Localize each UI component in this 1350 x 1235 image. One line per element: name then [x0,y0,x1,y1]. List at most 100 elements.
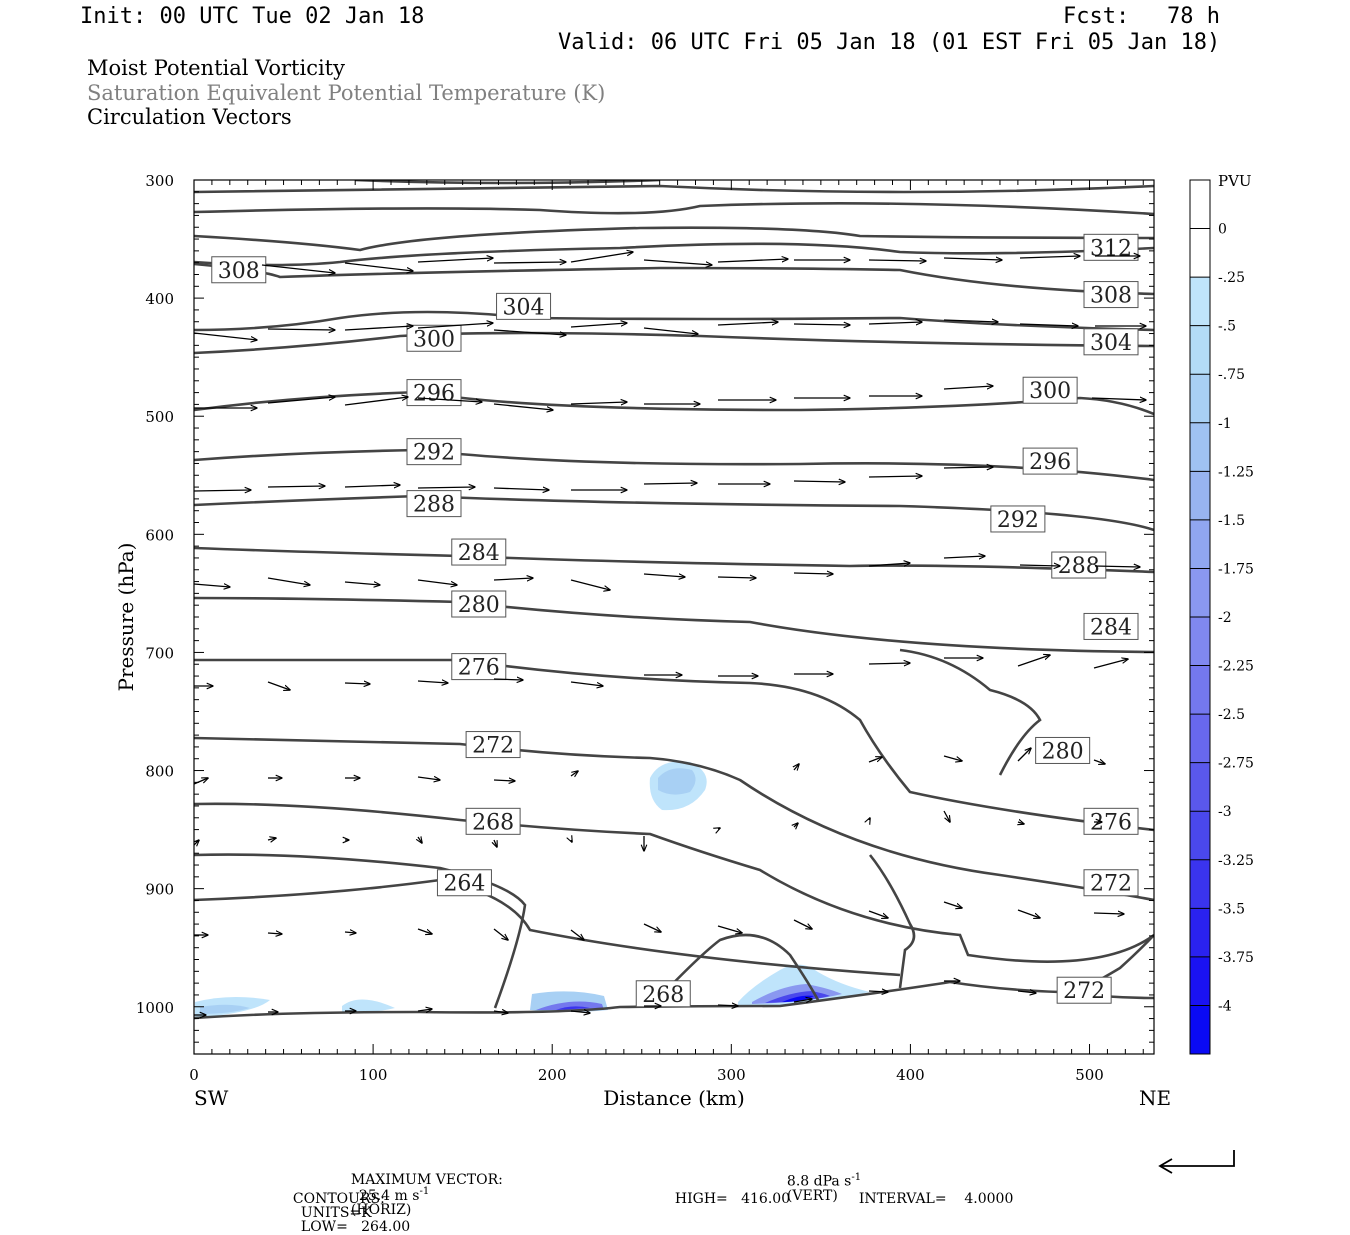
contour-label-box [406,324,462,352]
circulation-vector [417,579,457,585]
circulation-vector [494,839,497,847]
contour-label: 308 [1090,284,1132,309]
contour-label-box [1083,281,1139,309]
circulation-vector [943,320,998,322]
circulation-vector [1094,566,1140,567]
circulation-vector [570,402,627,404]
colorbar-label: -1.5 [1218,513,1245,529]
circulation-vector [1017,991,1036,993]
pv-blob-left-inner [200,1004,250,1014]
circulation-vector [868,991,888,992]
circulation-vector [194,332,257,340]
colorbar-unit: PVU [1218,172,1252,190]
circulation-vector [417,928,432,934]
circulation-vector [1093,659,1128,669]
contour-label: 268 [642,983,684,1008]
contour-label-box [406,438,462,466]
circulation-vector [943,556,985,558]
circulation-vector [717,577,756,578]
y-tick-700: 700 [145,644,174,662]
circulation-vector [344,932,356,933]
forecast-label: Fcst: [1063,4,1130,29]
contour-label-box [1083,612,1139,640]
colorbar-swatch [1190,859,1210,909]
circulation-vector [1017,748,1031,762]
colorbar-swatch [1190,1005,1210,1055]
forecast-hour: 78 h [1167,4,1220,29]
contour-label: 276 [1090,810,1132,835]
x-tick-400: 400 [896,1066,925,1084]
contour-label: 264 [443,872,485,897]
colorbar-label: 0 [1218,222,1227,238]
contour-label: 288 [1058,554,1100,579]
circulation-vector [1093,760,1105,764]
circulation-vector [718,828,720,829]
colorbar-label: -1.75 [1218,561,1254,577]
minor-ticks [194,180,1154,1055]
circulation-vector [417,397,482,402]
colorbar-label: -2 [1218,610,1232,626]
footer-contours-interval: INTERVAL= 4.0000 [850,1178,1013,1206]
circulation-vector [793,919,812,929]
contour-label-box [1035,736,1091,764]
circulation-vector [1018,822,1024,824]
colorbar-swatch [1190,180,1210,230]
colorbar-swatch [1190,471,1210,521]
circulation-vector [717,925,742,933]
circulation-vector [570,323,627,328]
contour-label-box [496,292,552,320]
colorbar-label: -4 [1218,998,1232,1014]
contours-low: LOW= 264.00 [300,1219,411,1235]
circulation-vector [868,260,926,261]
circulation-vector [344,582,380,585]
circulation-vector [417,1009,432,1011]
circulation-vector [267,838,276,840]
x-axis-label: Distance (km) [603,1086,745,1110]
circulation-vector [261,264,335,273]
circulation-vector [194,490,251,491]
circulation-vector [1093,913,1124,914]
init-time: Init: 00 UTC Tue 02 Jan 18 [80,4,425,29]
colorbar-swatch [1190,568,1210,618]
colorbar-label: -1.25 [1218,464,1254,480]
circulation-vector [643,574,685,577]
circulation-vector [267,681,290,690]
circulation-vector [493,578,533,580]
contour-label-box [990,505,1046,533]
y-tick-500: 500 [145,408,174,426]
contour-label: 272 [1063,979,1105,1004]
contour-label-box [465,807,521,835]
legend-theta: Saturation Equivalent Potential Temperat… [87,81,606,105]
contour-label: 276 [458,656,500,681]
circulation-vector [344,397,408,406]
colorbar-swatch [1190,422,1210,472]
circulation-vector [943,258,1002,260]
theta-contours [194,180,1154,1020]
footer-max-vector-vert: 8.8 dPa s-1 (VERT) [778,1159,861,1203]
colorbar-swatch [1190,714,1210,764]
pv-shading [195,761,870,1018]
colorbar-swatch [1190,374,1210,424]
contour-label: 292 [997,508,1039,533]
contour-label: 300 [413,327,455,352]
circulation-vector [1019,256,1080,258]
vert-exponent: -1 [851,1172,862,1183]
y-tick-600: 600 [145,526,174,544]
circulation-vector [570,579,610,590]
circulation-vector [417,487,475,488]
colorbar-swatch [1190,665,1210,715]
colorbar-label: -.25 [1218,270,1245,286]
circulation-vector [493,780,515,781]
max-vector-vert: 8.8 dPa s [786,1173,852,1190]
circulation-vector [643,483,697,484]
y-tick-400: 400 [145,290,174,308]
circulation-vector [794,823,798,827]
circulation-vector [267,933,282,934]
circulation-vector [943,467,993,468]
circulation-vector [267,329,335,330]
contour-label: 272 [1090,872,1132,897]
valid-time: Valid: 06 UTC Fri 05 Jan 18 (01 EST Fri … [558,30,1221,55]
contour-label-box [1083,869,1139,897]
circulation-vector [943,386,993,389]
circulation-vector [417,323,493,329]
